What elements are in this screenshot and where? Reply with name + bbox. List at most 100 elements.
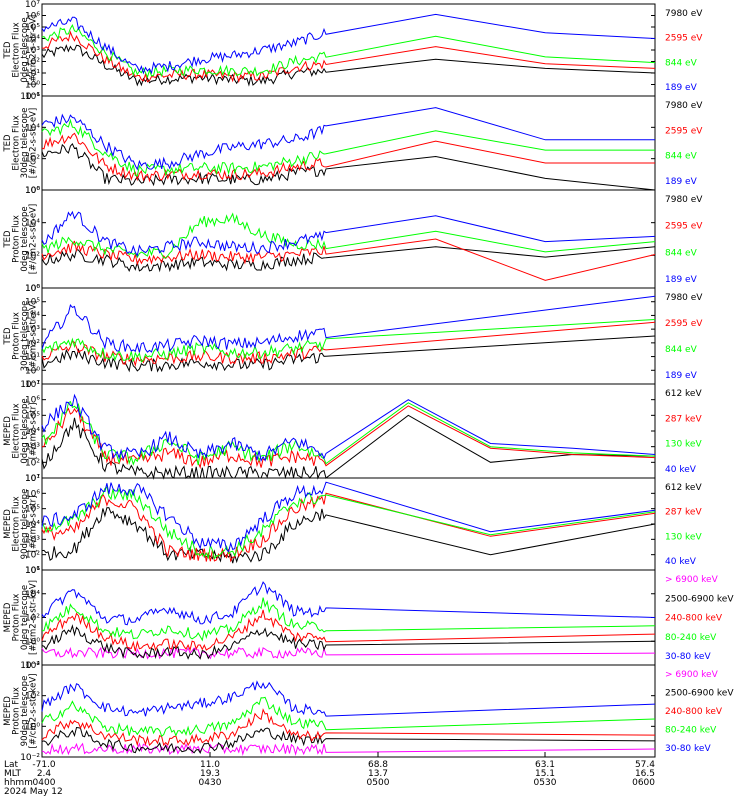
y-tick-label: 10⁴ [25, 661, 40, 671]
legend-label: 130 keV [665, 440, 702, 450]
y-axis-label-line: TED [3, 134, 13, 153]
y-tick-label: 10³ [25, 325, 40, 335]
legend-label: 240-800 keV [665, 707, 723, 717]
y-tick-label: 10⁴ [25, 219, 40, 229]
series-line-2595-ev [41, 238, 656, 281]
x-tick-mlt: 13.7 [368, 769, 388, 779]
y-tick-label: 10¹ [25, 353, 40, 363]
y-tick-label: 10⁵ [25, 298, 40, 308]
series-line-30-80-kev [41, 680, 656, 717]
y-tick-label: 10⁶ [25, 92, 40, 102]
series-line-189-ev [41, 107, 655, 171]
y-axis-label-line: 30deg telescope [20, 108, 30, 179]
y-tick-label: 10⁰ [25, 81, 40, 91]
legend-label: 30-80 keV [665, 652, 711, 662]
y-tick-label: 10⁴ [25, 311, 40, 321]
series-line-30-80-kev [41, 581, 656, 626]
legend-label: 612 keV [665, 389, 702, 399]
panel-frame [41, 664, 656, 758]
legend-label: 7980 eV [665, 101, 703, 111]
series-line--6900-kev [41, 742, 656, 756]
y-tick-label: 10¹ [25, 69, 40, 79]
y-tick-label: 10⁻² [20, 661, 40, 671]
y-tick-label: 10² [25, 458, 40, 468]
y-tick-label: 10² [25, 614, 40, 624]
y-axis-label-line: [#/cm2-s-str-eV] [29, 301, 39, 371]
x-axis-row-label: 2024 May 12 [4, 787, 63, 797]
legend-label: 2595 eV [665, 222, 703, 232]
panel-frame [41, 189, 656, 289]
legend-label: 30-80 keV [665, 744, 711, 754]
y-tick-label: 10⁴ [25, 520, 40, 530]
y-axis-label-line: MEPED [3, 602, 13, 632]
series-line-844-ev [41, 118, 655, 177]
y-axis-label-line: Proton Flux [12, 215, 22, 263]
y-tick-label: 10⁶ [25, 566, 40, 576]
series-line-40-kev [41, 481, 656, 553]
series-line-189-ev [41, 13, 656, 75]
legend-label: 844 eV [665, 345, 698, 355]
legend-label: 189 eV [665, 83, 698, 93]
x-tick-lat: -71.0 [32, 760, 56, 770]
y-tick-label: 10³ [25, 46, 40, 56]
series-line-130-kev [41, 400, 656, 466]
legend-label: 240-800 keV [665, 614, 723, 624]
y-axis-label-line: 0deg telescope [20, 17, 30, 82]
x-axis-row-label: hhmm [4, 778, 33, 788]
y-axis-label-line: TED [3, 41, 13, 60]
y-tick-label: 10⁰ [25, 722, 40, 732]
y-axis-label-line: Electron Flux [12, 115, 22, 170]
y-tick-label: 10⁶ [25, 489, 40, 499]
x-tick-hhmm: 0530 [534, 778, 557, 788]
y-axis-label-line: 0deg telescope [20, 206, 30, 271]
x-tick-hhmm: 0430 [199, 778, 222, 788]
x-tick-mlt: 15.1 [535, 769, 555, 779]
x-tick-mlt: 2.4 [37, 769, 52, 779]
series-line-7980-ev [41, 143, 656, 191]
legend-label: 189 eV [665, 177, 698, 187]
y-tick-label: 10⁰ [25, 284, 40, 294]
series-line-287-kev [41, 492, 656, 563]
legend-label: 40 keV [665, 557, 697, 567]
y-tick-label: 10² [25, 58, 40, 68]
panel-frame [41, 287, 656, 385]
panel-1: 10⁻¹10⁰10¹10²10³10⁴10⁵10⁶10⁷TEDElectron … [3, 0, 703, 102]
y-tick-label: 10⁶ [25, 284, 40, 294]
y-tick-label: 10⁴ [25, 35, 40, 45]
series-line-189-ev [41, 210, 656, 257]
legend-label: 844 eV [665, 248, 698, 258]
x-axis-row-label: Lat [4, 760, 19, 770]
x-tick-mlt: 19.3 [200, 769, 220, 779]
y-tick-label: 10⁶ [25, 396, 40, 406]
x-tick-lat: 57.4 [635, 760, 655, 770]
y-tick-label: 10⁰ [25, 637, 40, 647]
y-tick-label: 10⁻² [20, 753, 40, 763]
panel-frame [41, 95, 656, 191]
y-axis-label-line: [#/cm2-s-str-eV] [29, 15, 39, 85]
series-line-844-ev [41, 24, 656, 79]
y-tick-label: 10² [25, 551, 40, 561]
series-line-240-800-kev [41, 708, 656, 747]
y-axis-label-line: MEPED [3, 416, 13, 446]
x-tick-hhmm: 0500 [367, 778, 390, 788]
y-tick-label: 10⁵ [25, 505, 40, 515]
y-axis-label-line: [#/cm2-s-str] [29, 403, 39, 460]
y-axis-label-line: TED [3, 230, 13, 249]
y-tick-label: 10² [25, 692, 40, 702]
legend-label: 130 keV [665, 532, 702, 542]
legend-label: 7980 eV [665, 195, 703, 205]
series-line-612-kev [41, 414, 656, 480]
series-line-844-ev [41, 319, 656, 363]
series-line-80-240-kev [41, 696, 656, 738]
y-tick-label: 10⁶ [25, 186, 40, 196]
y-tick-label: 10² [25, 339, 40, 349]
legend-label: 189 eV [665, 371, 698, 381]
